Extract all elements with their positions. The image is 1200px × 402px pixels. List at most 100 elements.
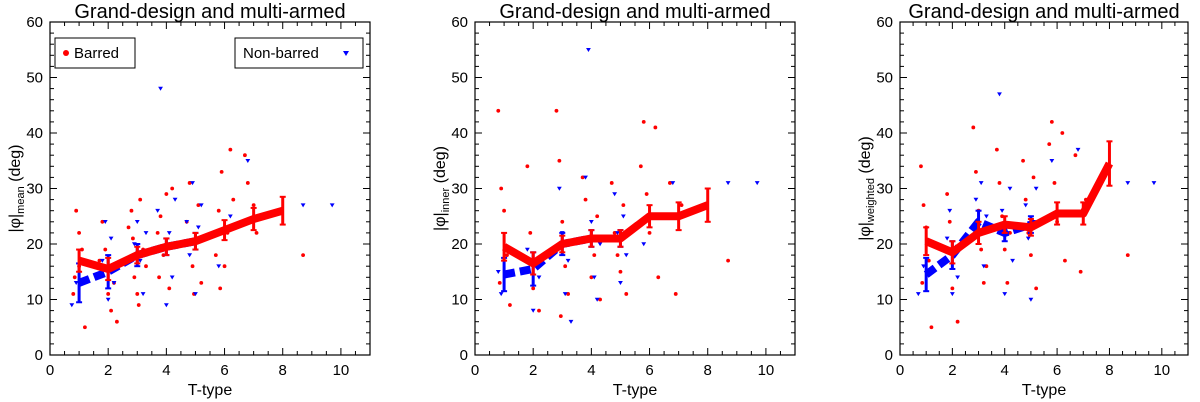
nonbarred-point (1023, 203, 1029, 208)
barred-point (505, 253, 509, 257)
barred-point (196, 203, 201, 208)
nonbarred-point (166, 231, 172, 236)
nonbarred-point (108, 236, 114, 241)
x-tick-label: 6 (1053, 362, 1061, 379)
barred-point (144, 264, 148, 269)
barred-point (1047, 142, 1052, 147)
barred-point (508, 303, 512, 307)
legend-box-nonbarred (234, 37, 364, 69)
y-tick-label: 10 (876, 292, 893, 309)
barred-point (254, 231, 259, 235)
nonbarred-point (195, 225, 201, 230)
nonbarred-point (163, 303, 169, 308)
nonbarred-point (99, 258, 105, 263)
barred-point (679, 203, 684, 208)
nonbarred-point (1025, 236, 1031, 241)
y-tick-label: 60 (451, 14, 468, 31)
y-axis-label-subscript: inner (440, 187, 452, 212)
nonbarred-point (670, 181, 676, 186)
nonbarred-point (190, 181, 195, 186)
nonbarred-point (981, 264, 987, 269)
barred-point (595, 214, 600, 219)
nonbarred-point (583, 175, 588, 180)
nonbarred-point (1125, 181, 1131, 186)
nonbarred-point (134, 220, 140, 224)
nonbarred-point (169, 275, 175, 280)
barred-point (136, 303, 141, 307)
nonbarred-point (1049, 158, 1055, 163)
x-tick-label: 6 (645, 362, 653, 379)
nonbarred-point (562, 292, 568, 297)
nonbarred-point (198, 203, 204, 208)
barred-point (592, 253, 597, 257)
nonbarred-point (111, 281, 117, 286)
y-axis-label: |φ|weighted (deg) (857, 136, 877, 241)
barred-point (612, 231, 617, 235)
nonbarred-point (915, 292, 921, 297)
nonbarred-point (102, 220, 108, 224)
y-tick-label: 50 (451, 70, 468, 87)
nonbarred-point (623, 253, 629, 258)
nonbarred-point (69, 303, 75, 308)
nonbarred-point (984, 214, 989, 219)
x-tick-label: 2 (948, 362, 956, 379)
nonbarred-point (1075, 147, 1081, 152)
y-axis-label-main: |φ| (857, 222, 874, 241)
nonbarred-point (997, 92, 1002, 97)
barred-mean-line (77, 206, 284, 273)
nonbarred-point (955, 275, 960, 280)
barred-point (135, 292, 140, 296)
nonbarred-point (172, 197, 178, 202)
barred-point (566, 292, 570, 296)
nonbarred-point (612, 192, 618, 197)
y-tick-label: 40 (451, 125, 468, 142)
nonbarred-point (588, 220, 594, 224)
x-tick-label: 10 (758, 362, 775, 379)
barred-point (589, 275, 594, 280)
barred-point (222, 264, 227, 269)
nonbarred-point (1028, 297, 1034, 302)
nonbarred-point (1007, 186, 1013, 191)
legend-barred-marker (63, 50, 69, 56)
x-tick-label: 0 (471, 362, 479, 379)
nonbarred-point (641, 242, 647, 247)
x-tick-label: 8 (1105, 362, 1113, 379)
barred-point (158, 214, 163, 219)
barred-point (218, 286, 223, 291)
nonbarred-point (594, 297, 600, 302)
y-tick-label: 0 (35, 347, 43, 364)
barred-point (920, 280, 925, 285)
x-tick-label: 8 (704, 362, 712, 379)
x-axis-label: T-type (613, 382, 658, 399)
barred-point (170, 186, 175, 191)
nonbarred-point (498, 292, 504, 297)
barred-point (537, 308, 541, 313)
chart-title: Grand-design and multi-armed (74, 1, 345, 23)
barred-point (190, 264, 195, 269)
barred-point (115, 319, 119, 324)
x-tick-label: 10 (333, 362, 350, 379)
barred-point (103, 247, 108, 252)
nonbarred-point (618, 281, 623, 286)
barred-point (979, 247, 984, 252)
barred-point (955, 319, 960, 324)
barred-point (138, 197, 143, 202)
barred-point (126, 225, 131, 230)
y-tick-label: 30 (26, 181, 43, 198)
barred-point (726, 258, 730, 263)
barred-point (947, 219, 952, 224)
nonbarred-point (947, 208, 953, 213)
barred-point (1052, 181, 1057, 185)
barred-point (558, 314, 563, 319)
x-tick-label: 4 (587, 362, 595, 379)
barred-point (673, 292, 678, 296)
barred-point (598, 297, 602, 302)
barred-point (971, 125, 976, 130)
x-tick-label: 0 (896, 362, 904, 379)
legend: Barred Non-barred (54, 37, 364, 69)
barred-point (560, 219, 565, 224)
y-axis-label-unit: (deg) (432, 146, 449, 188)
y-tick-label: 40 (876, 125, 893, 142)
x-tick-label: 6 (220, 362, 228, 379)
